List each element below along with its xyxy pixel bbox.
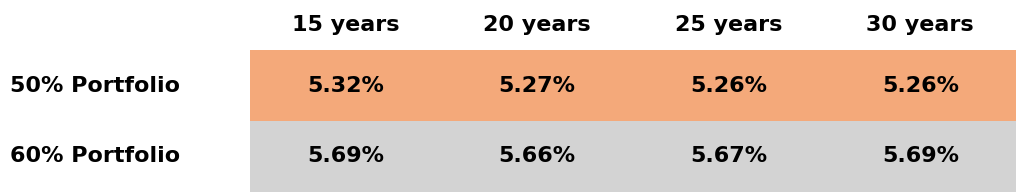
Text: 5.67%: 5.67% xyxy=(690,146,767,166)
Text: 5.32%: 5.32% xyxy=(307,75,384,95)
Text: 5.26%: 5.26% xyxy=(690,75,767,95)
Bar xyxy=(250,121,1016,192)
Text: 60% Portfolio: 60% Portfolio xyxy=(10,146,180,166)
Text: 30 years: 30 years xyxy=(867,15,974,35)
Text: 5.26%: 5.26% xyxy=(882,75,959,95)
Text: 20 years: 20 years xyxy=(484,15,591,35)
Text: 50% Portfolio: 50% Portfolio xyxy=(10,75,180,95)
Text: 5.66%: 5.66% xyxy=(499,146,576,166)
Text: 5.69%: 5.69% xyxy=(307,146,384,166)
Text: 5.27%: 5.27% xyxy=(499,75,576,95)
Text: 25 years: 25 years xyxy=(675,15,782,35)
Text: 15 years: 15 years xyxy=(292,15,399,35)
Text: 5.69%: 5.69% xyxy=(882,146,959,166)
Bar xyxy=(250,50,1016,121)
